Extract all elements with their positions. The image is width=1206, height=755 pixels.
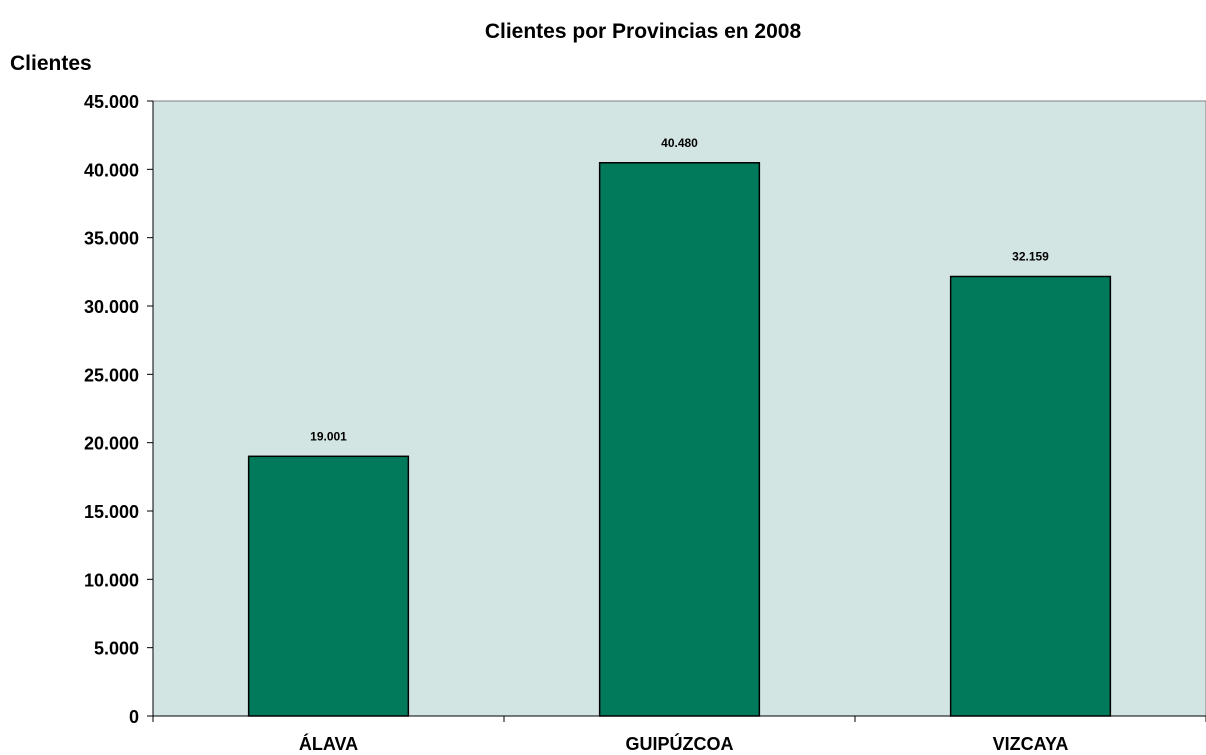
value-labels-group: 19.001 40.480 32.159 xyxy=(310,136,1049,444)
y-tick-label: 0 xyxy=(129,707,139,727)
y-axis-label: Clientes xyxy=(10,52,92,75)
y-tick-label: 10.000 xyxy=(84,570,139,590)
y-axis: 0 5.000 10.000 15.000 20.000 25.000 30.000 35.0… xyxy=(84,92,154,727)
bar-value-label: 19.001 xyxy=(310,429,347,443)
y-tick-label: 40.000 xyxy=(84,160,139,180)
x-category-label: VIZCAYA xyxy=(993,734,1069,754)
bar-1 xyxy=(247,455,410,717)
y-tick-label: 25.000 xyxy=(84,365,139,385)
x-axis: ÁLAVA GUIPÚZCOA VIZCAYA xyxy=(152,715,1206,754)
y-tick-label: 15.000 xyxy=(84,502,139,522)
x-category-label: GUIPÚZCOA xyxy=(626,733,734,754)
y-tick-label: 20.000 xyxy=(84,434,139,454)
bar-value-label: 32.159 xyxy=(1012,249,1049,263)
bar-3 xyxy=(949,275,1112,717)
y-tick-label: 35.000 xyxy=(84,229,139,249)
chart-title: Clientes por Provincias en 2008 xyxy=(485,20,802,43)
bar-2 xyxy=(598,162,761,717)
y-tick-label: 30.000 xyxy=(84,297,139,317)
y-tick-label: 45.000 xyxy=(84,92,139,112)
y-tick-label: 5.000 xyxy=(94,639,139,659)
bar-value-label: 40.480 xyxy=(661,136,698,150)
x-category-label: ÁLAVA xyxy=(299,733,358,754)
